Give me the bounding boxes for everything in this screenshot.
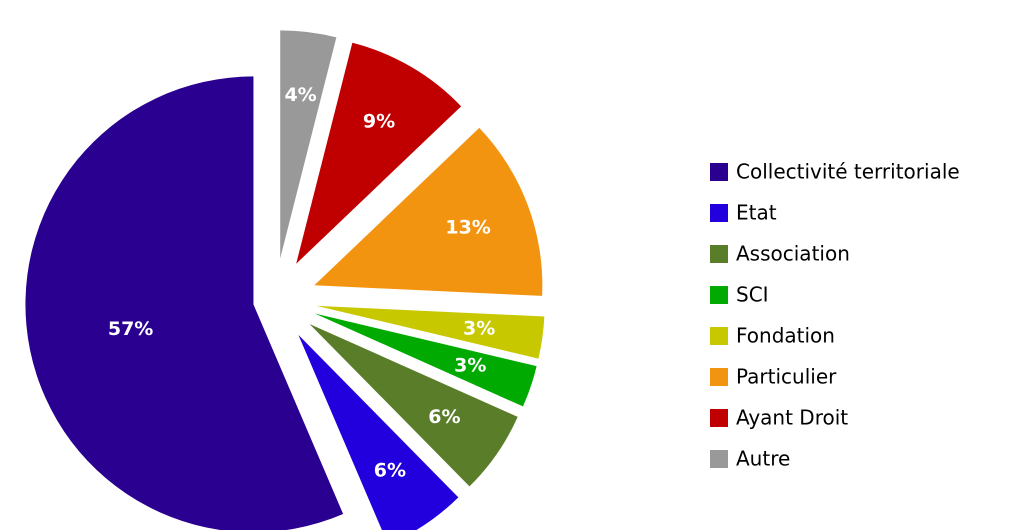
legend-label: Collectivité territoriale — [736, 160, 960, 184]
pie-slice — [314, 313, 537, 407]
data-label: 3% — [463, 317, 495, 339]
pie-slice — [25, 76, 344, 530]
pie-slice — [280, 30, 337, 259]
data-label: 4% — [284, 84, 316, 106]
pie-slice — [298, 334, 459, 530]
pie-slice — [314, 127, 543, 296]
data-label: 57% — [108, 318, 153, 340]
data-label: 3% — [454, 355, 486, 377]
data-label: 6% — [374, 460, 406, 482]
legend-label: SCI — [736, 283, 769, 307]
legend-swatch — [710, 450, 728, 468]
legend-swatch — [710, 163, 728, 181]
pie-slice — [309, 323, 518, 487]
legend-swatch — [710, 409, 728, 427]
legend-label: Ayant Droit — [736, 406, 848, 430]
pie-slice — [316, 305, 545, 359]
data-label: 13% — [445, 216, 490, 238]
legend-label: Fondation — [736, 324, 835, 348]
legend-swatch — [710, 286, 728, 304]
legend-swatch — [710, 327, 728, 345]
data-label: 6% — [428, 406, 460, 428]
legend-swatch — [710, 245, 728, 263]
legend-swatch — [710, 368, 728, 386]
legend-swatch — [710, 204, 728, 222]
legend-label: Etat — [736, 201, 777, 225]
legend-label: Particulier — [736, 365, 837, 389]
pie-slice — [296, 42, 462, 264]
data-label: 9% — [363, 110, 395, 132]
legend-label: Association — [736, 242, 850, 266]
legend-label: Autre — [736, 447, 790, 471]
